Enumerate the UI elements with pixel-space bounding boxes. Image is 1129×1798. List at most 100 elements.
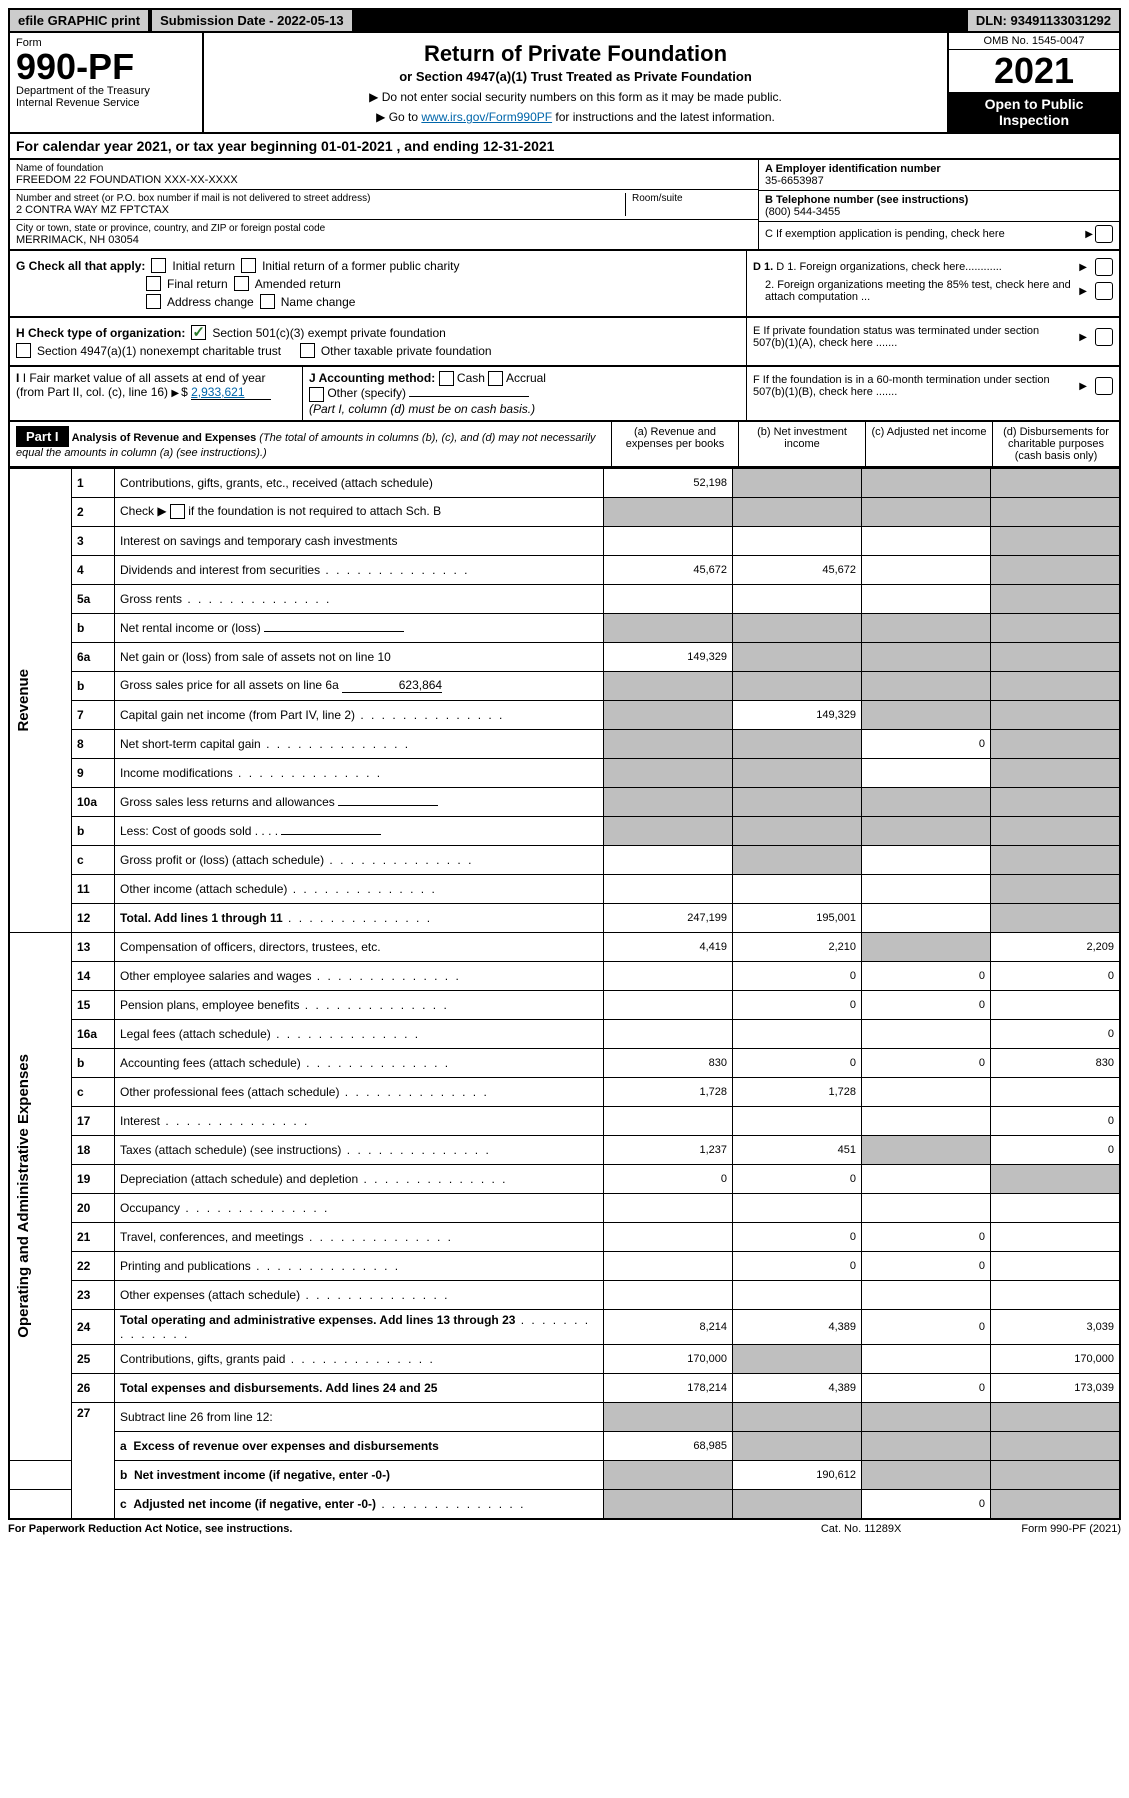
line-desc: Taxes (attach schedule) (see instruction… bbox=[115, 1135, 604, 1164]
note-ssn: ▶ Do not enter social security numbers o… bbox=[210, 90, 941, 104]
g-block: G Check all that apply: Initial return I… bbox=[10, 251, 746, 316]
line-desc: Contributions, gifts, grants, etc., rece… bbox=[115, 468, 604, 497]
line-desc: Other employee salaries and wages bbox=[115, 961, 604, 990]
ein-label: A Employer identification number bbox=[765, 163, 941, 175]
g-amended-checkbox[interactable] bbox=[234, 276, 249, 291]
e-checkbox[interactable] bbox=[1095, 328, 1113, 346]
c-checkbox[interactable] bbox=[1095, 225, 1113, 243]
g-initial-public-checkbox[interactable] bbox=[241, 258, 256, 273]
j-cash-checkbox[interactable] bbox=[439, 371, 454, 386]
city-label: City or town, state or province, country… bbox=[16, 223, 752, 234]
h-label: H Check type of organization: bbox=[16, 326, 185, 340]
j-accrual-checkbox[interactable] bbox=[488, 371, 503, 386]
line-desc: Compensation of officers, directors, tru… bbox=[115, 932, 604, 961]
line-desc: Total. Add lines 1 through 11 bbox=[120, 911, 283, 925]
top-bar: efile GRAPHIC print Submission Date - 20… bbox=[8, 8, 1121, 33]
g-name-checkbox[interactable] bbox=[260, 294, 275, 309]
line-desc: Pension plans, employee benefits bbox=[115, 990, 604, 1019]
table-row: 11Other income (attach schedule) bbox=[9, 874, 1120, 903]
line-desc: Accounting fees (attach schedule) bbox=[115, 1048, 604, 1077]
i-value[interactable]: 2,933,621 bbox=[191, 385, 271, 400]
d1-checkbox[interactable] bbox=[1095, 258, 1113, 276]
cell: 0 bbox=[733, 1222, 862, 1251]
foundation-name: FREEDOM 22 FOUNDATION XXX-XX-XXXX bbox=[16, 174, 752, 186]
cell: 170,000 bbox=[991, 1344, 1121, 1373]
j-other-checkbox[interactable] bbox=[309, 387, 324, 402]
table-row: Revenue 1Contributions, gifts, grants, e… bbox=[9, 468, 1120, 497]
j-accrual: Accrual bbox=[506, 371, 546, 385]
form-right: OMB No. 1545-0047 2021 Open to Public In… bbox=[947, 33, 1119, 132]
table-row: 27Subtract line 26 from line 12: bbox=[9, 1402, 1120, 1431]
line-desc: Income modifications bbox=[115, 758, 604, 787]
cell: 195,001 bbox=[733, 903, 862, 932]
cell: 4,389 bbox=[733, 1373, 862, 1402]
arrow-icon bbox=[1079, 261, 1089, 273]
j-other-input[interactable] bbox=[409, 396, 529, 397]
schb-checkbox[interactable] bbox=[170, 504, 185, 519]
name-label: Name of foundation bbox=[16, 163, 752, 174]
arrow-icon bbox=[1085, 228, 1095, 240]
j-block: J Accounting method: Cash Accrual Other … bbox=[303, 367, 747, 420]
h-other-checkbox[interactable] bbox=[300, 343, 315, 358]
g-address-checkbox[interactable] bbox=[146, 294, 161, 309]
h-4947-checkbox[interactable] bbox=[16, 343, 31, 358]
expenses-label: Operating and Administrative Expenses bbox=[15, 1054, 32, 1338]
table-row: 17Interest0 bbox=[9, 1106, 1120, 1135]
line-desc: if the foundation is not required to att… bbox=[185, 504, 441, 518]
h1: Section 501(c)(3) exempt private foundat… bbox=[212, 326, 445, 340]
h-block: H Check type of organization: Section 50… bbox=[10, 318, 746, 365]
table-row: 23Other expenses (attach schedule) bbox=[9, 1280, 1120, 1309]
main-table: Revenue 1Contributions, gifts, grants, e… bbox=[8, 468, 1121, 1520]
form-header: Form 990-PF Department of the Treasury I… bbox=[8, 33, 1121, 134]
city: MERRIMACK, NH 03054 bbox=[16, 234, 752, 246]
h3: Other taxable private foundation bbox=[321, 344, 492, 358]
cell: 0 bbox=[862, 961, 991, 990]
cell: 0 bbox=[991, 1106, 1121, 1135]
table-row: 21Travel, conferences, and meetings00 bbox=[9, 1222, 1120, 1251]
cell: 0 bbox=[991, 1135, 1121, 1164]
table-row: 20Occupancy bbox=[9, 1193, 1120, 1222]
cell: 0 bbox=[862, 729, 991, 758]
cell: 830 bbox=[991, 1048, 1121, 1077]
line-desc: Interest bbox=[115, 1106, 604, 1135]
g-amended: Amended return bbox=[255, 277, 341, 291]
line-desc: Printing and publications bbox=[115, 1251, 604, 1280]
cell: 2,209 bbox=[991, 932, 1121, 961]
j-note: (Part I, column (d) must be on cash basi… bbox=[309, 402, 535, 416]
inline-input[interactable] bbox=[338, 805, 438, 806]
d-block: D 1. D 1. Foreign organizations, check h… bbox=[746, 251, 1119, 316]
cell: 178,214 bbox=[604, 1373, 733, 1402]
ein: 35-6653987 bbox=[765, 175, 824, 187]
cell: 173,039 bbox=[991, 1373, 1121, 1402]
g-initial-checkbox[interactable] bbox=[151, 258, 166, 273]
line-desc: Net investment income (if negative, ente… bbox=[134, 1468, 390, 1482]
cell: 451 bbox=[733, 1135, 862, 1164]
cell: 149,329 bbox=[604, 642, 733, 671]
cell: 68,985 bbox=[604, 1431, 733, 1460]
table-row: 8Net short-term capital gain0 bbox=[9, 729, 1120, 758]
form-center: Return of Private Foundation or Section … bbox=[204, 33, 947, 132]
cell: 4,389 bbox=[733, 1309, 862, 1344]
line-desc: Less: Cost of goods sold bbox=[120, 824, 251, 838]
d2-checkbox[interactable] bbox=[1095, 282, 1113, 300]
submission-date: Submission Date - 2022-05-13 bbox=[152, 10, 352, 31]
inline-input[interactable] bbox=[264, 631, 404, 632]
cell: 0 bbox=[862, 1222, 991, 1251]
arrow-icon bbox=[1079, 331, 1089, 343]
f-checkbox[interactable] bbox=[1095, 377, 1113, 395]
table-row: 24Total operating and administrative exp… bbox=[9, 1309, 1120, 1344]
line-desc: Depreciation (attach schedule) and deple… bbox=[115, 1164, 604, 1193]
form-subtitle: or Section 4947(a)(1) Trust Treated as P… bbox=[210, 69, 941, 84]
table-row: b Net investment income (if negative, en… bbox=[9, 1460, 1120, 1489]
line-desc: Other income (attach schedule) bbox=[115, 874, 604, 903]
g-label: G Check all that apply: bbox=[16, 259, 145, 273]
g-final-checkbox[interactable] bbox=[146, 276, 161, 291]
line-desc: Gross rents bbox=[115, 584, 604, 613]
goto-post: for instructions and the latest informat… bbox=[552, 110, 775, 124]
efile-button[interactable]: efile GRAPHIC print bbox=[10, 10, 148, 31]
table-row: 5aGross rents bbox=[9, 584, 1120, 613]
cell: 1,237 bbox=[604, 1135, 733, 1164]
irs-link[interactable]: www.irs.gov/Form990PF bbox=[421, 110, 552, 124]
inline-input[interactable] bbox=[281, 834, 381, 835]
h-501c3-checkbox[interactable] bbox=[191, 325, 206, 340]
